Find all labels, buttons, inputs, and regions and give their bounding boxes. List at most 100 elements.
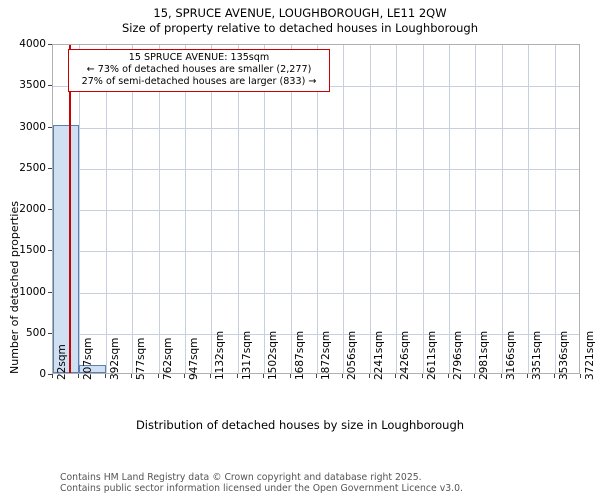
x-tick-mark [580,374,581,378]
y-tick-mark [48,126,52,128]
x-tick-label: 207sqm [82,337,95,380]
y-tick-mark [48,332,52,334]
x-tick-label: 2241sqm [372,330,385,380]
gridline-vertical [237,45,239,373]
x-tick-mark [553,374,555,378]
y-tick-label: 1500 [19,244,46,257]
bar [53,124,80,373]
y-tick-mark [48,44,52,45]
x-tick-mark [104,374,106,378]
y-tick-label: 2500 [19,161,46,174]
gridline-vertical [501,45,503,373]
footer-line-2: Contains public sector information licen… [60,483,463,494]
x-axis-label: Distribution of detached houses by size … [135,418,465,432]
x-tick-label: 762sqm [161,337,174,380]
x-tick-mark [474,374,476,378]
x-tick-mark [210,374,212,378]
x-tick-mark [157,374,159,378]
page-subtitle: Size of property relative to detached ho… [121,21,478,35]
x-tick-label: 2611sqm [425,330,438,380]
annotation-box: 15 SPRUCE AVENUE: 135sqm ← 73% of detach… [68,49,330,92]
x-tick-mark [52,374,53,378]
x-tick-label: 2426sqm [399,330,412,380]
x-tick-mark [395,374,397,378]
gridline-horizontal [53,251,579,253]
y-tick-label: 0 [39,368,46,380]
gridline-vertical [132,45,134,373]
x-tick-mark [316,374,317,378]
gridline-vertical [264,45,266,373]
gridline-vertical [79,45,81,373]
x-tick-mark [289,374,291,378]
annotation-line-3: 27% of semi-detached houses are larger (… [81,76,317,87]
gridline-vertical [475,45,477,373]
x-tick-label: 3166sqm [504,330,517,380]
gridline-vertical [105,45,107,373]
bar [79,364,106,373]
gridline-vertical [396,45,398,373]
x-tick-mark [368,374,370,378]
gridline-vertical [449,45,450,373]
gridline-vertical [317,45,318,373]
y-tick-label: 3500 [19,79,46,92]
x-tick-mark [78,374,80,378]
x-tick-label: 1872sqm [320,330,332,380]
x-tick-label: 2056sqm [346,330,359,380]
x-tick-mark [448,374,449,378]
x-tick-mark [527,374,529,378]
gridline-vertical [211,45,213,373]
x-tick-mark [342,374,344,378]
gridline-vertical [554,45,556,373]
gridline-horizontal [53,210,579,211]
x-tick-label: 2981sqm [478,330,491,380]
chart-title-block: 15, SPRUCE AVENUE, LOUGHBOROUGH, LE11 2Q… [0,6,600,36]
page-title: 15, SPRUCE AVENUE, LOUGHBOROUGH, LE11 2Q… [153,6,447,20]
gridline-vertical [422,45,424,373]
x-tick-mark [184,374,185,378]
y-tick-mark [48,167,52,169]
x-tick-mark [236,374,238,378]
gridline-horizontal [53,168,579,170]
y-tick-label: 2000 [19,203,46,215]
gridline-vertical [343,45,345,373]
y-tick-mark [48,209,52,210]
x-tick-mark [131,374,133,378]
y-tick-mark [48,250,52,252]
property-marker-line [69,45,71,373]
gridline-horizontal [53,333,579,335]
gridline-vertical [369,45,371,373]
plot-area [52,44,580,374]
gridline-vertical [528,45,530,373]
x-tick-label: 1502sqm [267,330,280,380]
annotation-line-2: ← 73% of detached houses are smaller (2,… [86,64,312,75]
gridline-horizontal [53,292,579,294]
gridline-vertical [185,45,186,373]
gridline-vertical [158,45,160,373]
y-tick-mark [48,85,52,87]
x-tick-label: 22sqm [56,344,68,380]
footer-line-1: Contains HM Land Registry data © Crown c… [60,472,422,483]
x-tick-label: 3351sqm [531,330,544,380]
x-tick-label: 1687sqm [293,330,306,380]
gridline-horizontal [53,127,579,129]
y-tick-mark [48,374,52,375]
x-tick-label: 392sqm [108,337,121,380]
x-tick-label: 1132sqm [214,330,227,380]
x-tick-label: 947sqm [188,337,200,380]
annotation-line-1: 15 SPRUCE AVENUE: 135sqm [128,52,270,63]
x-tick-mark [500,374,502,378]
y-tick-label: 1000 [19,285,46,298]
gridline-vertical [290,45,292,373]
y-tick-label: 3000 [19,120,46,133]
y-tick-label: 4000 [19,38,46,50]
y-tick-label: 500 [25,326,46,339]
y-tick-mark [48,291,52,293]
x-tick-label: 1317sqm [240,330,253,380]
x-tick-mark [263,374,265,378]
x-tick-label: 3536sqm [557,330,570,380]
x-tick-label: 3721sqm [584,330,596,380]
y-axis-label: Number of detached properties [8,201,21,374]
x-tick-mark [421,374,423,378]
x-tick-label: 577sqm [135,337,148,380]
